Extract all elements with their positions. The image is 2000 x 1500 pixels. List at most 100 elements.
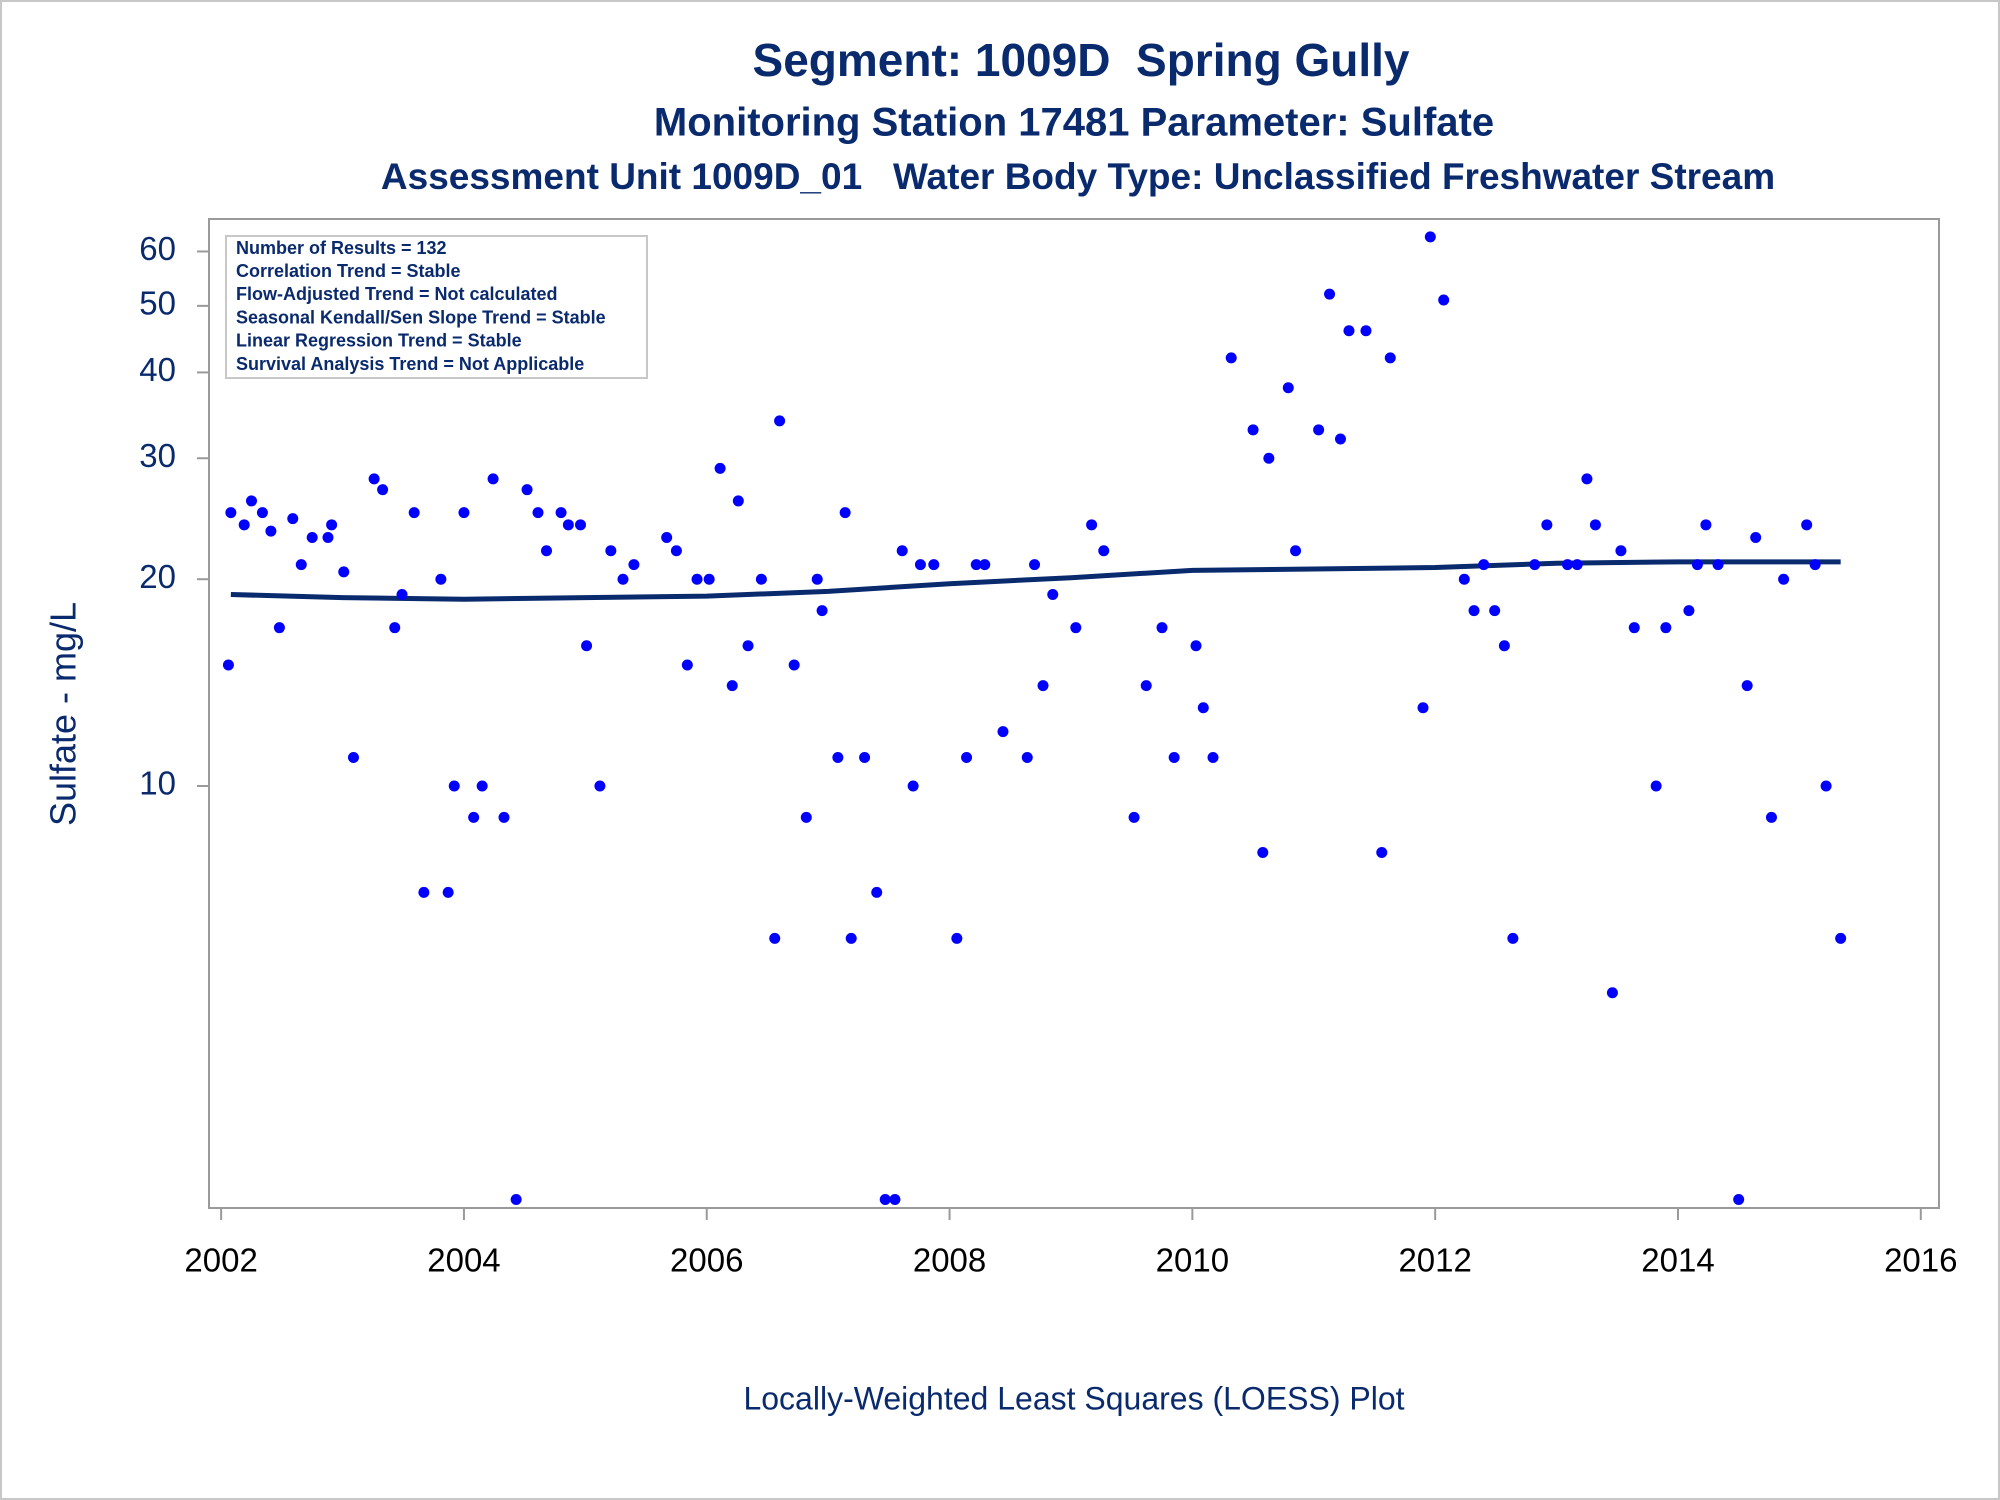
stats-line: Flow-Adjusted Trend = Not calculated [236,284,558,304]
data-point [1384,352,1396,364]
data-point [368,473,380,485]
data-point [617,573,629,585]
data-point [605,545,617,557]
stats-box [225,235,648,379]
data-point [951,932,963,944]
data-point [1263,452,1275,464]
data-point [1628,622,1640,634]
data-point [1021,752,1033,764]
x-tick-label: 2014 [1641,1242,1714,1279]
data-point [532,507,544,519]
data-point [1562,559,1574,571]
data-point [306,532,318,544]
data-point [338,566,350,578]
data-point [1247,424,1259,436]
data-point [1086,519,1098,531]
data-point [1037,680,1049,692]
data-point [1606,987,1618,999]
plot-frame [208,218,1940,1209]
data-point [1691,559,1703,571]
data-point [845,932,857,944]
data-point [347,752,359,764]
data-point [1128,811,1140,823]
data-point [1438,294,1450,306]
chart-subtitle: Monitoring Station 17481 Parameter: Sulf… [654,101,1494,145]
data-point [859,752,871,764]
data-point [839,507,851,519]
data-point [979,559,991,571]
y-tick-label: 50 [139,285,176,322]
data-point [628,559,640,571]
data-point [896,545,908,557]
data-point [1313,424,1325,436]
chart-subtitle-2: Assessment Unit 1009D_01 Water Body Type… [381,156,1775,197]
data-point [742,640,754,652]
data-point [1197,702,1209,714]
data-point [681,659,693,671]
data-point [726,680,738,692]
data-point [1589,519,1601,531]
data-point [769,932,781,944]
data-point [670,545,682,557]
y-tick-label: 40 [139,351,176,388]
data-point [1801,519,1813,531]
data-point [581,640,593,652]
stats-line: Survival Analysis Trend = Not Applicable [236,354,584,374]
data-point [997,726,1009,738]
data-point [1733,1194,1745,1206]
data-point [377,484,389,496]
data-point [487,473,499,485]
data-point [732,495,744,507]
data-point [961,752,973,764]
y-tick-label: 20 [139,558,176,595]
data-point [458,507,470,519]
data-point [1168,752,1180,764]
data-point [1712,559,1724,571]
y-tick-label: 10 [139,765,176,802]
y-axis-label: Sulfate - mg/L [43,602,84,826]
data-point [1741,680,1753,692]
data-point [1615,545,1627,557]
x-tick-label: 2004 [427,1242,500,1279]
data-point [1156,622,1168,634]
data-point [510,1194,522,1206]
data-point [1778,573,1790,585]
data-point [256,507,268,519]
data-point [832,752,844,764]
data-point [1571,559,1583,571]
stats-line: Number of Results = 132 [236,238,447,258]
data-point [222,659,234,671]
data-point [1334,433,1346,445]
data-point [498,811,510,823]
data-point [755,573,767,585]
data-point [418,886,430,898]
data-point [1047,589,1059,601]
data-point [555,507,567,519]
data-point [1140,680,1152,692]
data-point [265,525,277,537]
data-point [691,573,703,585]
data-point [1376,847,1388,859]
data-point [435,573,447,585]
data-point [442,886,454,898]
data-point [907,780,919,792]
stats-line: Seasonal Kendall/Sen Slope Trend = Stabl… [236,307,606,327]
data-point [541,545,553,557]
data-point [970,559,982,571]
data-point [1343,325,1355,337]
data-point [1650,780,1662,792]
data-point [322,532,334,544]
data-point [1820,780,1832,792]
data-point [1190,640,1202,652]
data-point [594,780,606,792]
data-point [914,559,926,571]
data-point [774,415,786,427]
data-point [238,519,250,531]
stats-line: Correlation Trend = Stable [236,261,461,281]
data-point [521,484,533,496]
data-point [396,589,408,601]
data-point [1029,559,1041,571]
x-tick-label: 2016 [1884,1242,1957,1279]
data-point [816,605,828,617]
